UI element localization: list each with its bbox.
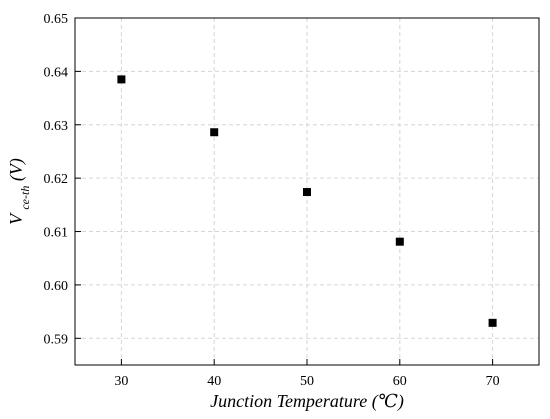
- y-axis-title-main: V: [6, 212, 26, 225]
- data-point: [303, 188, 311, 197]
- data-point: [488, 318, 497, 327]
- y-tick-label: 0.63: [44, 119, 69, 134]
- data-point: [395, 237, 404, 246]
- y-axis-title: V ce-th (V): [6, 158, 32, 225]
- y-tick-label: 0.60: [44, 279, 69, 294]
- y-axis-title-subscript: ce-th: [18, 186, 32, 210]
- data-point: [210, 128, 219, 137]
- y-axis-title-unit: (V): [6, 158, 27, 181]
- points-layer: [117, 75, 497, 327]
- x-tick-label: 70: [486, 374, 500, 389]
- x-tick-label: 50: [300, 374, 314, 389]
- ticks-layer: 30 40 50 60 70 0.59 0.60 0.61 0.62 0.63 0.64 0.65: [44, 12, 500, 389]
- y-tick-label: 0.64: [44, 65, 69, 80]
- y-tick-label: 0.65: [44, 12, 69, 27]
- x-axis-title: Junction Temperature (℃): [210, 391, 404, 412]
- x-tick-label: 40: [207, 374, 221, 389]
- x-tick-label: 30: [114, 374, 128, 389]
- x-tick-label: 60: [393, 374, 407, 389]
- y-tick-label: 0.62: [44, 172, 69, 187]
- y-tick-label: 0.59: [44, 332, 69, 347]
- y-tick-label: 0.61: [44, 226, 69, 241]
- data-point: [117, 75, 126, 84]
